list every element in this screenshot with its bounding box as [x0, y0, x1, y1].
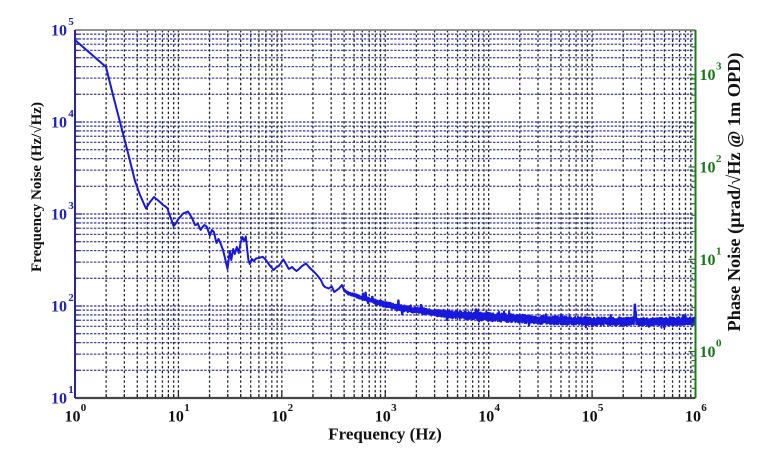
svg-text:3: 3: [391, 402, 397, 414]
svg-text:10: 10: [51, 207, 67, 224]
svg-text:10: 10: [51, 299, 67, 316]
svg-text:1: 1: [68, 384, 74, 396]
svg-text:10: 10: [51, 23, 67, 40]
svg-text:Frequency (Hz): Frequency (Hz): [328, 425, 441, 444]
svg-text:1: 1: [716, 245, 722, 257]
svg-text:10: 10: [685, 409, 701, 426]
svg-text:3: 3: [68, 200, 74, 212]
svg-text:3: 3: [716, 61, 722, 73]
svg-text:10: 10: [478, 409, 494, 426]
svg-text:10: 10: [700, 344, 716, 361]
svg-text:6: 6: [701, 402, 707, 414]
svg-text:5: 5: [598, 402, 604, 414]
svg-text:1: 1: [184, 402, 190, 414]
svg-text:10: 10: [51, 391, 67, 408]
svg-text:4: 4: [495, 402, 501, 414]
svg-text:2: 2: [288, 402, 294, 414]
svg-text:10: 10: [271, 409, 287, 426]
svg-text:10: 10: [700, 160, 716, 177]
svg-text:10: 10: [700, 67, 716, 84]
svg-text:10: 10: [700, 252, 716, 269]
svg-text:10: 10: [65, 409, 81, 426]
svg-text:4: 4: [68, 108, 74, 120]
svg-text:2: 2: [68, 292, 74, 304]
svg-text:5: 5: [68, 16, 74, 28]
svg-text:10: 10: [51, 115, 67, 132]
svg-text:10: 10: [168, 409, 184, 426]
svg-text:10: 10: [375, 409, 391, 426]
svg-text:Phase Noise (µrad/√Hz @ 1m OPD: Phase Noise (µrad/√Hz @ 1m OPD): [724, 53, 745, 332]
svg-text:10: 10: [582, 409, 598, 426]
svg-text:Frequency Noise (Hz/√Hz): Frequency Noise (Hz/√Hz): [29, 102, 45, 272]
svg-text:0: 0: [716, 338, 722, 350]
svg-text:2: 2: [716, 153, 722, 165]
svg-text:0: 0: [81, 402, 87, 414]
